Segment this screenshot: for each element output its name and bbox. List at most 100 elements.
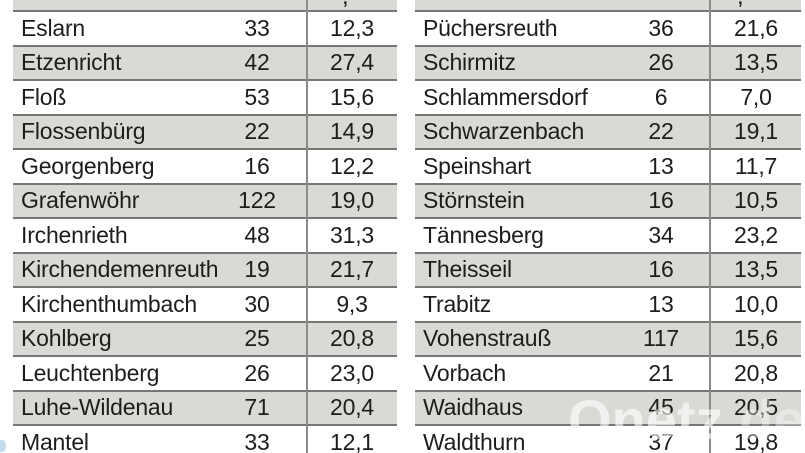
rate-cell: 21,6 [734,14,778,41]
municipality-name-cell: Waidhaus [423,394,523,421]
table-row: Irchenrieth 48 31,3 [13,217,397,252]
municipality-table-right: , Püchersreuth 36 21,6 Schirmitz 26 13,5 Schla… [415,0,801,453]
rate-cell: 20,8 [734,359,778,386]
table-row: Kohlberg 25 20,8 [13,320,397,355]
rate-cell: 27,4 [330,49,374,76]
rate-cell: 31,3 [330,221,374,248]
table-row: Kirchendemenreuth 19 21,7 [13,251,397,286]
rate-cell: 23,2 [734,221,778,248]
rate-cell: 13,5 [734,256,778,283]
rate-cell: 21,7 [330,256,374,283]
rate-cell: 13,5 [734,49,778,76]
count-cell: 21 [648,359,674,386]
count-cell: 13 [648,152,674,179]
table-row: Schwarzenbach 22 19,1 [415,113,801,148]
municipality-table-left: , Eslarn 33 12,3 Etzenricht 42 27,4 Floß 53 15,6… [13,0,397,453]
count-cell: 33 [244,14,270,41]
rate-cell: 15,6 [330,83,374,110]
rate-cell: 12,3 [330,14,374,41]
rate-cell: 19,0 [330,187,374,214]
municipality-name-cell: Schirmitz [423,49,516,76]
rate-cell: 19,1 [734,118,778,145]
rate-cell: 7,0 [740,83,772,110]
municipality-name-cell: Kirchendemenreuth [21,256,217,283]
table-row: Störnstein 16 10,5 [415,182,801,217]
municipality-name-cell: Etzenricht [21,49,122,76]
table-row: Schirmitz 26 13,5 [415,44,801,79]
table-row: Etzenricht 42 27,4 [13,44,397,79]
table-row: Speinshart 13 11,7 [415,148,801,183]
count-cell: 16 [648,187,674,214]
municipality-name-cell: Leuchtenberg [21,359,160,386]
table-row: Kirchenthumbach 30 9,3 [13,286,397,321]
municipality-name-cell: Schlammersdorf [423,83,588,110]
municipality-name-cell: Kohlberg [21,325,112,352]
municipality-name-cell: Kirchenthumbach [21,290,197,317]
count-cell: 19 [244,256,270,283]
count-cell: 117 [642,325,680,352]
count-cell: 37 [648,428,674,453]
rate-cell: 10,5 [734,187,778,214]
municipality-name-cell: Tännesberg [423,221,544,248]
column-divider-line [709,0,711,453]
cutoff-row-top: , [415,0,801,10]
municipality-name-cell: Püchersreuth [423,14,558,41]
rate-cell: 12,1 [330,428,374,453]
table-row: Floß 53 15,6 [13,79,397,114]
count-cell: 16 [648,256,674,283]
table-row: Vohenstrauß 117 15,6 [415,320,801,355]
table-row: Mantel 33 12,1 [13,424,397,453]
count-cell: 33 [244,428,270,453]
municipality-name-cell: Speinshart [423,152,531,179]
rate-cell: 11,7 [734,152,778,179]
rate-cell: 10,0 [734,290,778,317]
municipality-name-cell: Vorbach [423,359,506,386]
municipality-name-cell: Vohenstrauß [423,325,552,352]
rate-cell: 19,8 [734,428,778,453]
table-row: Tännesberg 34 23,2 [415,217,801,252]
municipality-name-cell: Luhe-Wildenau [21,394,174,421]
table-row: Waidhaus 45 20,5 [415,389,801,424]
count-cell: 122 [238,187,276,214]
municipality-name-cell: Floß [21,83,67,110]
rate-cell: 20,8 [330,325,374,352]
table-row: Waldthurn 37 19,8 [415,424,801,453]
municipality-name-cell: Grafenwöhr [21,187,140,214]
count-cell: 53 [244,83,270,110]
municipality-name-cell: Mantel [21,428,89,453]
count-cell: 6 [654,83,668,110]
municipality-name-cell: Schwarzenbach [423,118,585,145]
table-row: Grafenwöhr 122 19,0 [13,182,397,217]
municipality-name-cell: Flossenbürg [21,118,146,145]
cutoff-row-comma: , [342,0,349,9]
table-row: Püchersreuth 36 21,6 [415,10,801,45]
count-cell: 26 [244,359,270,386]
municipality-name-cell: Georgenberg [21,152,155,179]
rate-cell: 14,9 [330,118,374,145]
column-divider-line [306,0,308,453]
count-cell: 26 [648,49,674,76]
table-row: Schlammersdorf 6 7,0 [415,79,801,114]
municipality-name-cell: Trabitz [423,290,492,317]
rate-cell: 15,6 [734,325,778,352]
table-row: Luhe-Wildenau 71 20,4 [13,389,397,424]
cutoff-row-top: , [13,0,397,10]
municipality-name-cell: Eslarn [21,14,85,41]
table-row: Vorbach 21 20,8 [415,355,801,390]
count-cell: 71 [244,394,270,421]
rate-cell: 23,0 [330,359,374,386]
count-cell: 45 [648,394,674,421]
municipality-name-cell: Theisseil [423,256,512,283]
municipality-name-cell: Irchenrieth [21,221,128,248]
count-cell: 22 [244,118,270,145]
count-cell: 36 [648,14,674,41]
count-cell: 22 [648,118,674,145]
cutoff-row-comma: , [737,0,744,9]
count-cell: 13 [648,290,674,317]
municipality-name-cell: Waldthurn [423,428,526,453]
table-row: Theisseil 16 13,5 [415,251,801,286]
count-cell: 16 [244,152,270,179]
count-cell: 42 [244,49,270,76]
rate-cell: 12,2 [330,152,374,179]
